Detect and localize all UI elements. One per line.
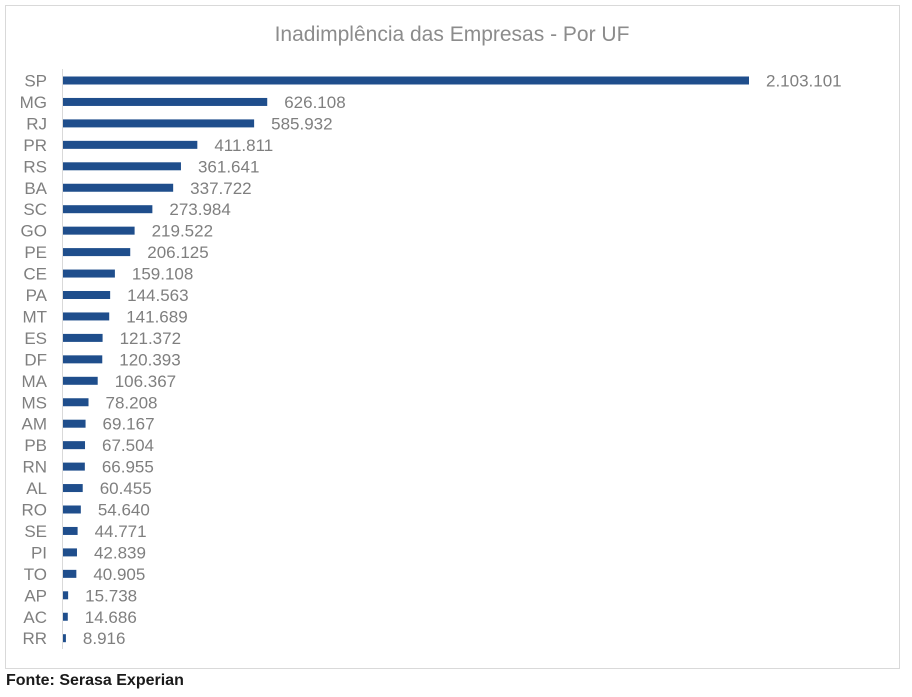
category-label-rn: RN — [22, 458, 47, 477]
bar-mt — [63, 312, 110, 321]
category-label-ba: BA — [24, 179, 47, 198]
bar-rr — [63, 634, 66, 643]
bar-pi — [63, 548, 77, 557]
bar-ma — [63, 376, 98, 385]
bar-ba — [63, 183, 174, 192]
category-label-am: AM — [22, 415, 48, 434]
category-label-ac: AC — [23, 608, 47, 627]
value-label-mg: 626.108 — [284, 93, 345, 112]
category-label-rs: RS — [23, 157, 47, 176]
value-label-ms: 78.208 — [106, 393, 158, 412]
category-label-pe: PE — [24, 243, 47, 262]
category-label-sp: SP — [24, 72, 47, 91]
category-label-pi: PI — [31, 543, 47, 562]
bar-rj — [63, 119, 255, 128]
bar-sp — [63, 76, 749, 85]
value-label-ro: 54.640 — [98, 501, 150, 520]
value-label-pe: 206.125 — [147, 243, 208, 262]
chart-frame — [5, 5, 900, 669]
value-label-ap: 15.738 — [85, 586, 137, 605]
bar-am — [63, 419, 86, 428]
bar-rn — [63, 462, 85, 471]
category-label-df: DF — [24, 350, 47, 369]
chart-title: Inadimplência das Empresas - Por UF — [275, 23, 630, 46]
value-label-pa: 144.563 — [127, 286, 188, 305]
value-label-sc: 273.984 — [169, 200, 230, 219]
value-label-to: 40.905 — [93, 565, 145, 584]
value-label-ce: 159.108 — [132, 265, 193, 284]
value-label-ba: 337.722 — [190, 179, 251, 198]
value-label-al: 60.455 — [100, 479, 152, 498]
category-label-al: AL — [26, 479, 47, 498]
category-label-ro: RO — [22, 501, 48, 520]
bar-al — [63, 484, 83, 493]
bar-rs — [63, 162, 181, 171]
bar-se — [63, 526, 78, 535]
bar-ap — [63, 591, 69, 600]
value-label-ma: 106.367 — [115, 372, 176, 391]
value-label-rs: 361.641 — [198, 157, 259, 176]
value-label-df: 120.393 — [119, 350, 180, 369]
bar-ce — [63, 269, 115, 278]
category-label-es: ES — [24, 329, 47, 348]
bar-pb — [63, 441, 86, 450]
bar-ro — [63, 505, 81, 514]
category-label-ap: AP — [24, 586, 47, 605]
bar-ac — [63, 612, 68, 621]
bar-to — [63, 569, 77, 578]
bars-group: SP 2.103.101 MG 626.108 RJ 585.932 PR 411.811 RS… — [20, 72, 842, 649]
value-label-mt: 141.689 — [126, 307, 187, 326]
bar-chart: Inadimplência das Empresas - Por UF SP 2.… — [20, 23, 842, 649]
value-label-am: 69.167 — [103, 415, 155, 434]
category-label-ms: MS — [22, 393, 48, 412]
category-label-go: GO — [21, 222, 47, 241]
category-label-se: SE — [24, 522, 47, 541]
value-label-pr: 411.811 — [214, 136, 273, 155]
category-label-pb: PB — [24, 436, 47, 455]
bar-es — [63, 333, 103, 342]
bar-mg — [63, 97, 268, 106]
bar-ms — [63, 398, 89, 407]
value-label-go: 219.522 — [152, 222, 213, 241]
category-label-sc: SC — [23, 200, 47, 219]
bar-df — [63, 355, 103, 364]
value-label-pi: 42.839 — [94, 543, 146, 562]
category-label-pr: PR — [23, 136, 47, 155]
value-label-se: 44.771 — [95, 522, 147, 541]
bar-go — [63, 226, 135, 235]
bar-pe — [63, 248, 131, 257]
value-label-rn: 66.955 — [102, 458, 154, 477]
category-label-mt: MT — [22, 307, 47, 326]
value-label-sp: 2.103.101 — [766, 72, 842, 91]
value-label-rr: 8.916 — [83, 629, 126, 648]
category-label-to: TO — [24, 565, 47, 584]
category-label-pa: PA — [26, 286, 48, 305]
value-label-ac: 14.686 — [85, 608, 137, 627]
category-label-rr: RR — [22, 629, 47, 648]
source-note: Fonte: Serasa Experian — [6, 672, 184, 689]
category-label-rj: RJ — [26, 114, 47, 133]
category-label-ma: MA — [22, 372, 48, 391]
bar-sc — [63, 205, 153, 214]
category-label-ce: CE — [23, 265, 47, 284]
value-label-rj: 585.932 — [271, 114, 332, 133]
bar-pr — [63, 140, 198, 149]
category-label-mg: MG — [20, 93, 47, 112]
value-label-es: 121.372 — [120, 329, 181, 348]
value-label-pb: 67.504 — [102, 436, 154, 455]
bar-pa — [63, 291, 111, 299]
